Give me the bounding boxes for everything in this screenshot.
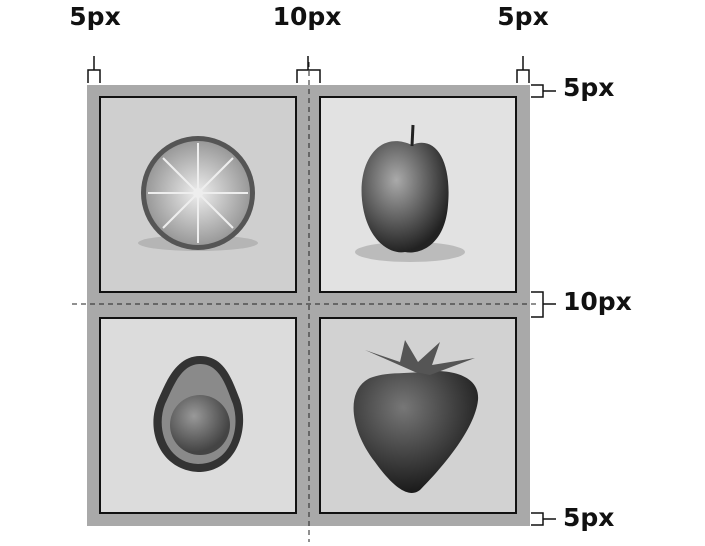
cell-avocado — [99, 317, 297, 514]
top-brackets — [87, 56, 530, 83]
top-label: 5px — [69, 2, 120, 31]
cell-strawberry — [319, 317, 517, 514]
right-label: 5px — [563, 73, 614, 102]
cell-apple — [319, 96, 517, 293]
right-brackets — [531, 84, 556, 526]
right-label: 5px — [563, 503, 614, 532]
top-label: 5px — [497, 2, 548, 31]
top-label: 10px — [273, 2, 342, 31]
right-label: 10px — [563, 287, 632, 316]
cell-lemon — [99, 96, 297, 293]
